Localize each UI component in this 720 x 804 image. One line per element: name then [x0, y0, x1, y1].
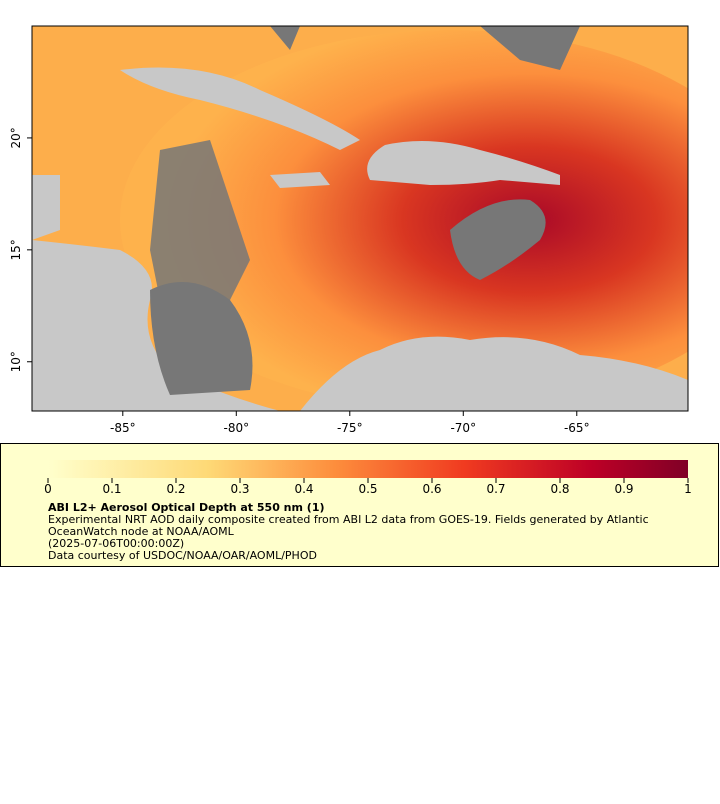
colorbar-tick-label: 0 — [44, 482, 52, 496]
plot-frame — [31, 25, 689, 412]
y-tick-label: 15° — [9, 239, 23, 260]
x-tick-label: -75° — [337, 421, 363, 435]
colorbar-tick-label: 0.3 — [230, 482, 249, 496]
x-tick-label: -85° — [110, 421, 136, 435]
colorbar-tick-label: 0.2 — [166, 482, 185, 496]
x-tick-label: -70° — [450, 421, 476, 435]
colorbar-tick-label: 0.6 — [422, 482, 441, 496]
legend-line: Experimental NRT AOD daily composite cre… — [48, 513, 649, 526]
legend-line: OceanWatch node at NOAA/AOML — [48, 525, 235, 538]
colorbar-tick-label: 0.1 — [102, 482, 121, 496]
legend-text: Experimental NRT AOD daily composite cre… — [48, 513, 649, 562]
colorbar-tick-label: 0.4 — [294, 482, 313, 496]
legend-line: Data courtesy of USDOC/NOAA/OAR/AOML/PHO… — [48, 549, 317, 562]
map-image — [32, 26, 688, 411]
axes: -85° -80° -75° -70° -65° 10° 15° 20° — [9, 127, 590, 435]
colorbar-tick-label: 1 — [684, 482, 692, 496]
x-tick-label: -65° — [564, 421, 590, 435]
colorbar — [48, 460, 688, 478]
colorbar-tick-label: 0.8 — [550, 482, 569, 496]
y-tick-label: 20° — [9, 127, 23, 148]
legend-title: ABI L2+ Aerosol Optical Depth at 550 nm … — [48, 501, 325, 514]
colorbar-axis: 0 0.1 0.2 0.3 0.4 0.5 0.6 0.7 0.8 0.9 1 — [44, 478, 692, 496]
y-tick-label: 10° — [9, 351, 23, 372]
colorbar-tick-label: 0.7 — [486, 482, 505, 496]
x-tick-label: -80° — [223, 421, 249, 435]
colorbar-tick-label: 0.9 — [614, 482, 633, 496]
legend-line: (2025-07-06T00:00:00Z) — [48, 537, 184, 550]
colorbar-tick-label: 0.5 — [358, 482, 377, 496]
